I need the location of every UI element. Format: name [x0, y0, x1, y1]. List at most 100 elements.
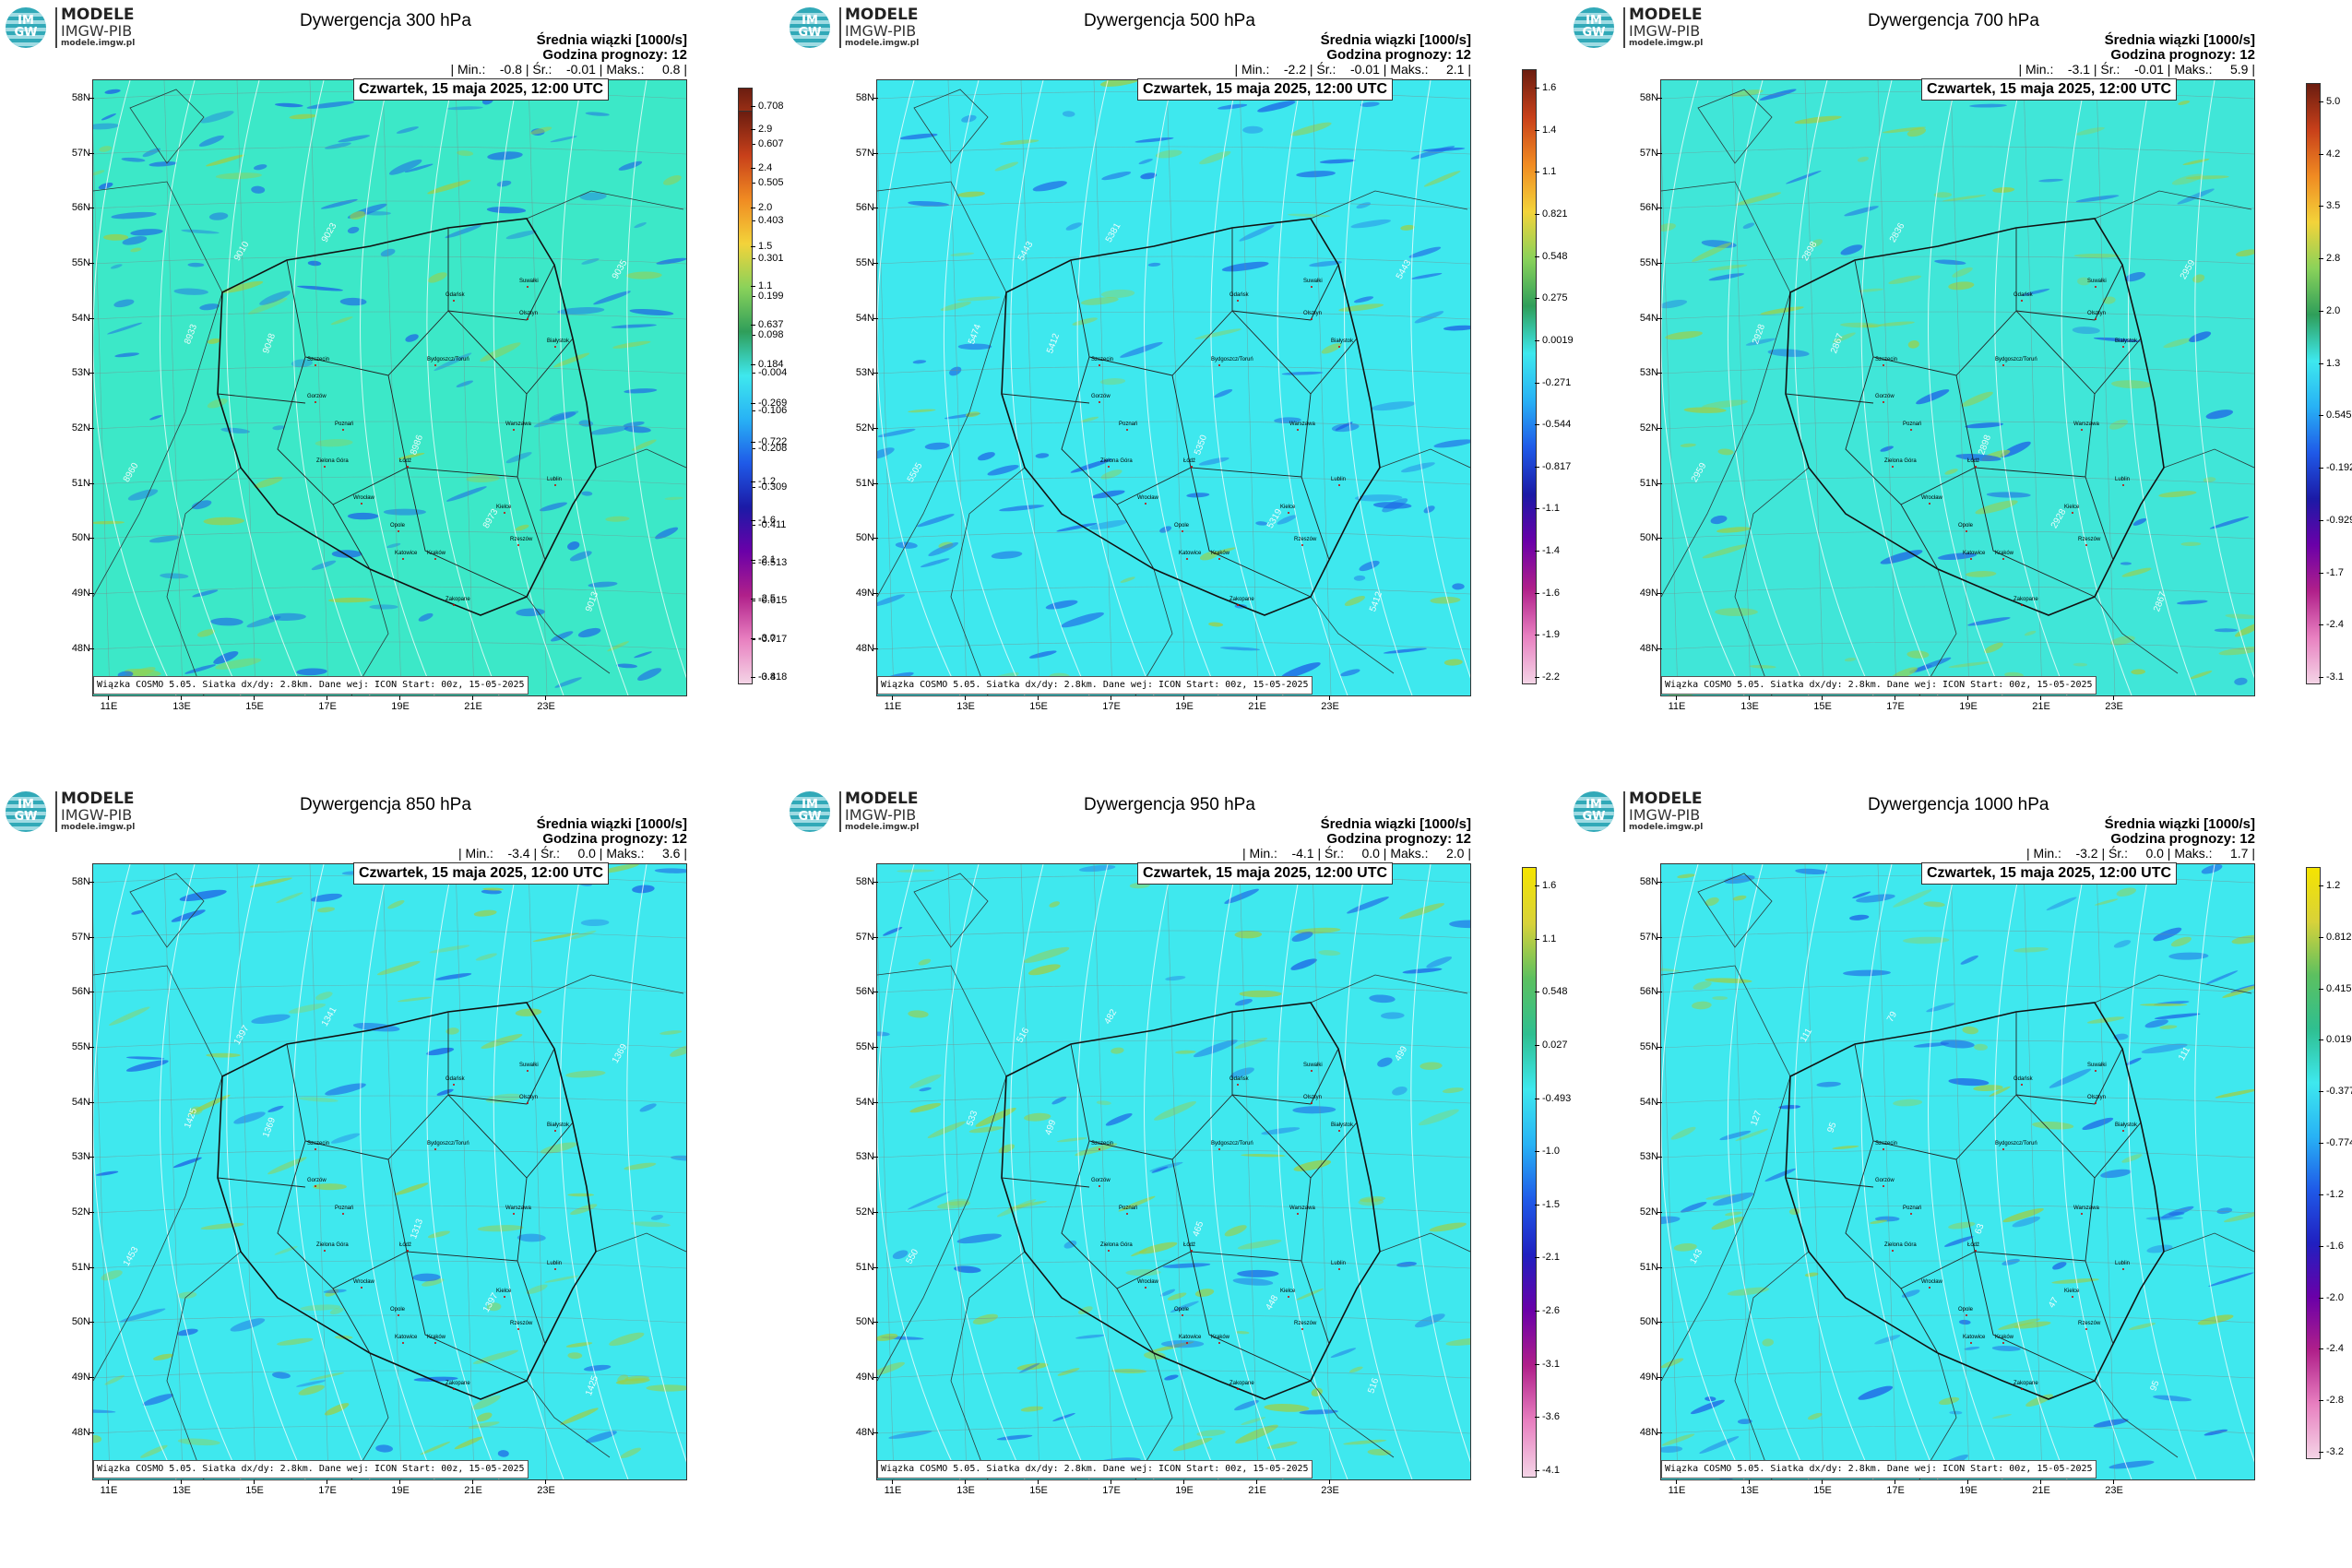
geopotential-isoline	[1410, 864, 1470, 1463]
geopotential-isoline	[2128, 864, 2197, 1479]
divergence-map[interactable]: 550 533 516 499 482 465 448 516 499 Gdańsk Suwałki…	[876, 863, 1471, 1480]
convergence-patch	[1661, 1445, 1683, 1453]
logo-wave-band	[1574, 819, 1614, 823]
voivodeship-border	[332, 504, 371, 570]
divergence-patch	[298, 1384, 325, 1396]
longitude-label: 11E	[1658, 695, 1695, 712]
longitude-line	[93, 132, 111, 695]
divergence-map[interactable]: 2959 2928 2898 2867 2836 2898 2928 2867 2959 Gdań…	[1660, 79, 2255, 696]
latitude-label: 55N	[55, 257, 94, 268]
voivodeship-border	[1061, 1140, 1192, 1289]
latitude-label: 55N	[839, 257, 878, 268]
divergence-patch	[909, 1074, 942, 1089]
colorbar-tick-label: 2.0	[751, 202, 795, 213]
map-panel: IM GW MODELE IMGW-PIB modele.imgw.pl Dywergen…	[784, 0, 1574, 784]
latitude-line	[1661, 1260, 2254, 1269]
divergence-patch	[1418, 1109, 1459, 1126]
convergence-patch	[588, 581, 618, 588]
longitude-label: 19E	[1166, 1479, 1203, 1496]
neighbour-border	[913, 873, 989, 948]
divergence-patch	[109, 1006, 150, 1026]
divergence-patch	[394, 1182, 429, 1195]
divergence-map[interactable]: 143 127 111 95 79 63 47 95 111 Gdańsk Suwałki Olszt…	[1660, 863, 2255, 1480]
city-label: Katowice	[1179, 1335, 1202, 1340]
colorbar-tick-label: 0.637	[751, 319, 795, 330]
latitude-line	[93, 200, 686, 209]
geopotential-isoline	[877, 864, 961, 1479]
divergence-patch	[1973, 1085, 2003, 1092]
geopotential-isoline	[1210, 864, 1284, 1479]
divergence-patch	[975, 1107, 1016, 1127]
colorbar-tick-label: -2.4	[2319, 619, 2352, 630]
city-marker	[554, 1130, 556, 1132]
longitude-line	[455, 864, 475, 1479]
convergence-patch	[131, 909, 144, 915]
divergence-patch	[897, 869, 935, 873]
latitude-line	[877, 1039, 1470, 1049]
convergence-patch	[184, 664, 217, 674]
divergence-patch	[2203, 477, 2216, 482]
convergence-patch	[296, 668, 327, 676]
city-marker	[1311, 318, 1313, 320]
divergence-patch	[2223, 1211, 2254, 1223]
city-label: Bydgoszcz/Toruń	[427, 357, 469, 362]
longitude-line	[528, 864, 548, 1479]
convergence-patch	[2012, 1216, 2041, 1228]
logo-url: modele.imgw.pl	[61, 39, 136, 48]
mean-label: Średnia wiązki [1000/s]	[2104, 32, 2255, 48]
neighbour-border	[93, 965, 223, 1077]
colorbar-tick-label: -1.0	[1535, 1146, 1579, 1157]
divergence-patch	[1099, 378, 1126, 386]
divergence-patch	[1096, 1100, 1111, 1106]
colorbar-tick-label: 1.3	[2319, 358, 2352, 369]
divergence-map[interactable]: 8960 8933 9010 9048 9023 8986 8973 9013 9035 Gdań…	[92, 79, 687, 696]
logo-title: MODELE	[61, 790, 135, 808]
convergence-patch	[1261, 1127, 1301, 1135]
neighbour-border	[877, 181, 1007, 293]
divergence-patch	[1237, 1239, 1282, 1250]
colorbar-tick-label: 0.821	[1535, 208, 1579, 220]
geopotential-isoline	[1076, 864, 1155, 1479]
date-label: Czwartek, 15 maja 2025, 12:00 UTC	[353, 862, 610, 885]
divergence-map[interactable]: 5505 5474 5443 5412 5381 5350 5319 5412 5443 Gdań…	[876, 79, 1471, 696]
convergence-patch	[1965, 422, 2004, 429]
convergence-patch	[1969, 103, 2007, 108]
logo-wave-band	[790, 42, 830, 46]
convergence-patch	[130, 229, 163, 236]
city-marker	[398, 1314, 399, 1316]
convergence-patch	[1257, 101, 1296, 113]
convergence-patch	[883, 926, 903, 936]
city-marker	[2122, 484, 2124, 486]
model-info-footer: Wiązka COSMO 5.05. Siatka dx/dy: 2.8km. …	[93, 676, 529, 695]
voivodeship-border	[217, 393, 306, 404]
city-marker	[2002, 1342, 2004, 1344]
divergence-patch	[203, 517, 244, 526]
latitude-label: 55N	[55, 1041, 94, 1052]
colorbar-tick-label: 0.019	[2319, 1034, 2352, 1045]
logo-url: modele.imgw.pl	[1629, 823, 1704, 832]
latitude-line	[877, 1260, 1470, 1269]
convergence-patch	[1018, 1362, 1040, 1373]
longitude-line	[93, 916, 111, 1479]
longitude-label: 11E	[874, 695, 911, 712]
convergence-patch	[656, 257, 686, 265]
convergence-patch	[1051, 1096, 1067, 1105]
city-label: Rzeszów	[1294, 537, 1317, 542]
geopotential-isoline	[1010, 80, 1090, 695]
longitude-line	[1093, 80, 1113, 695]
divergence-patch	[945, 1198, 970, 1206]
convergence-patch	[1795, 868, 1828, 875]
colorbar-scale	[1523, 868, 1536, 1477]
latitude-line	[93, 365, 686, 374]
divergence-patch	[2051, 1278, 2099, 1284]
convergence-patch	[323, 1289, 347, 1294]
divergence-patch	[93, 520, 125, 525]
city-label: Łódź	[399, 458, 412, 464]
convergence-patch	[1402, 968, 1443, 974]
divergence-patch	[1100, 289, 1135, 299]
city-label: Bydgoszcz/Toruń	[1995, 1141, 2037, 1146]
city-marker	[1311, 1102, 1313, 1104]
divergence-map[interactable]: 1453 1425 1397 1369 1341 1313 1397 1425 1369 Gdań…	[92, 863, 687, 1480]
geopotential-isoline	[1794, 864, 1874, 1479]
city-marker	[513, 429, 515, 431]
